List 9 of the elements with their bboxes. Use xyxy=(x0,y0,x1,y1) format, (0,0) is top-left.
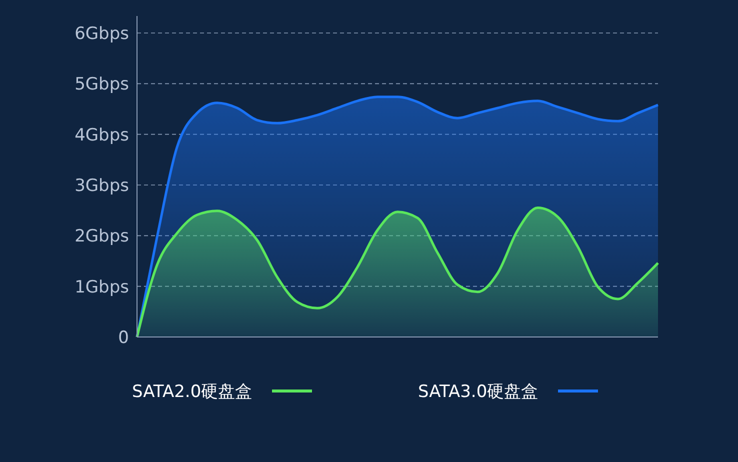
y-tick-label: 2Gbps xyxy=(74,226,130,247)
y-tick-label: 0 xyxy=(118,328,129,348)
y-tick-label: 6Gbps xyxy=(74,24,130,44)
legend-label: SATA2.0硬盘盒 xyxy=(132,382,252,402)
y-tick-label: 3Gbps xyxy=(74,176,130,196)
legend-label: SATA3.0硬盘盒 xyxy=(418,382,538,402)
y-tick-label: 1Gbps xyxy=(74,277,130,298)
y-tick-label: 5Gbps xyxy=(74,74,130,95)
y-tick-label: 4Gbps xyxy=(74,125,130,146)
